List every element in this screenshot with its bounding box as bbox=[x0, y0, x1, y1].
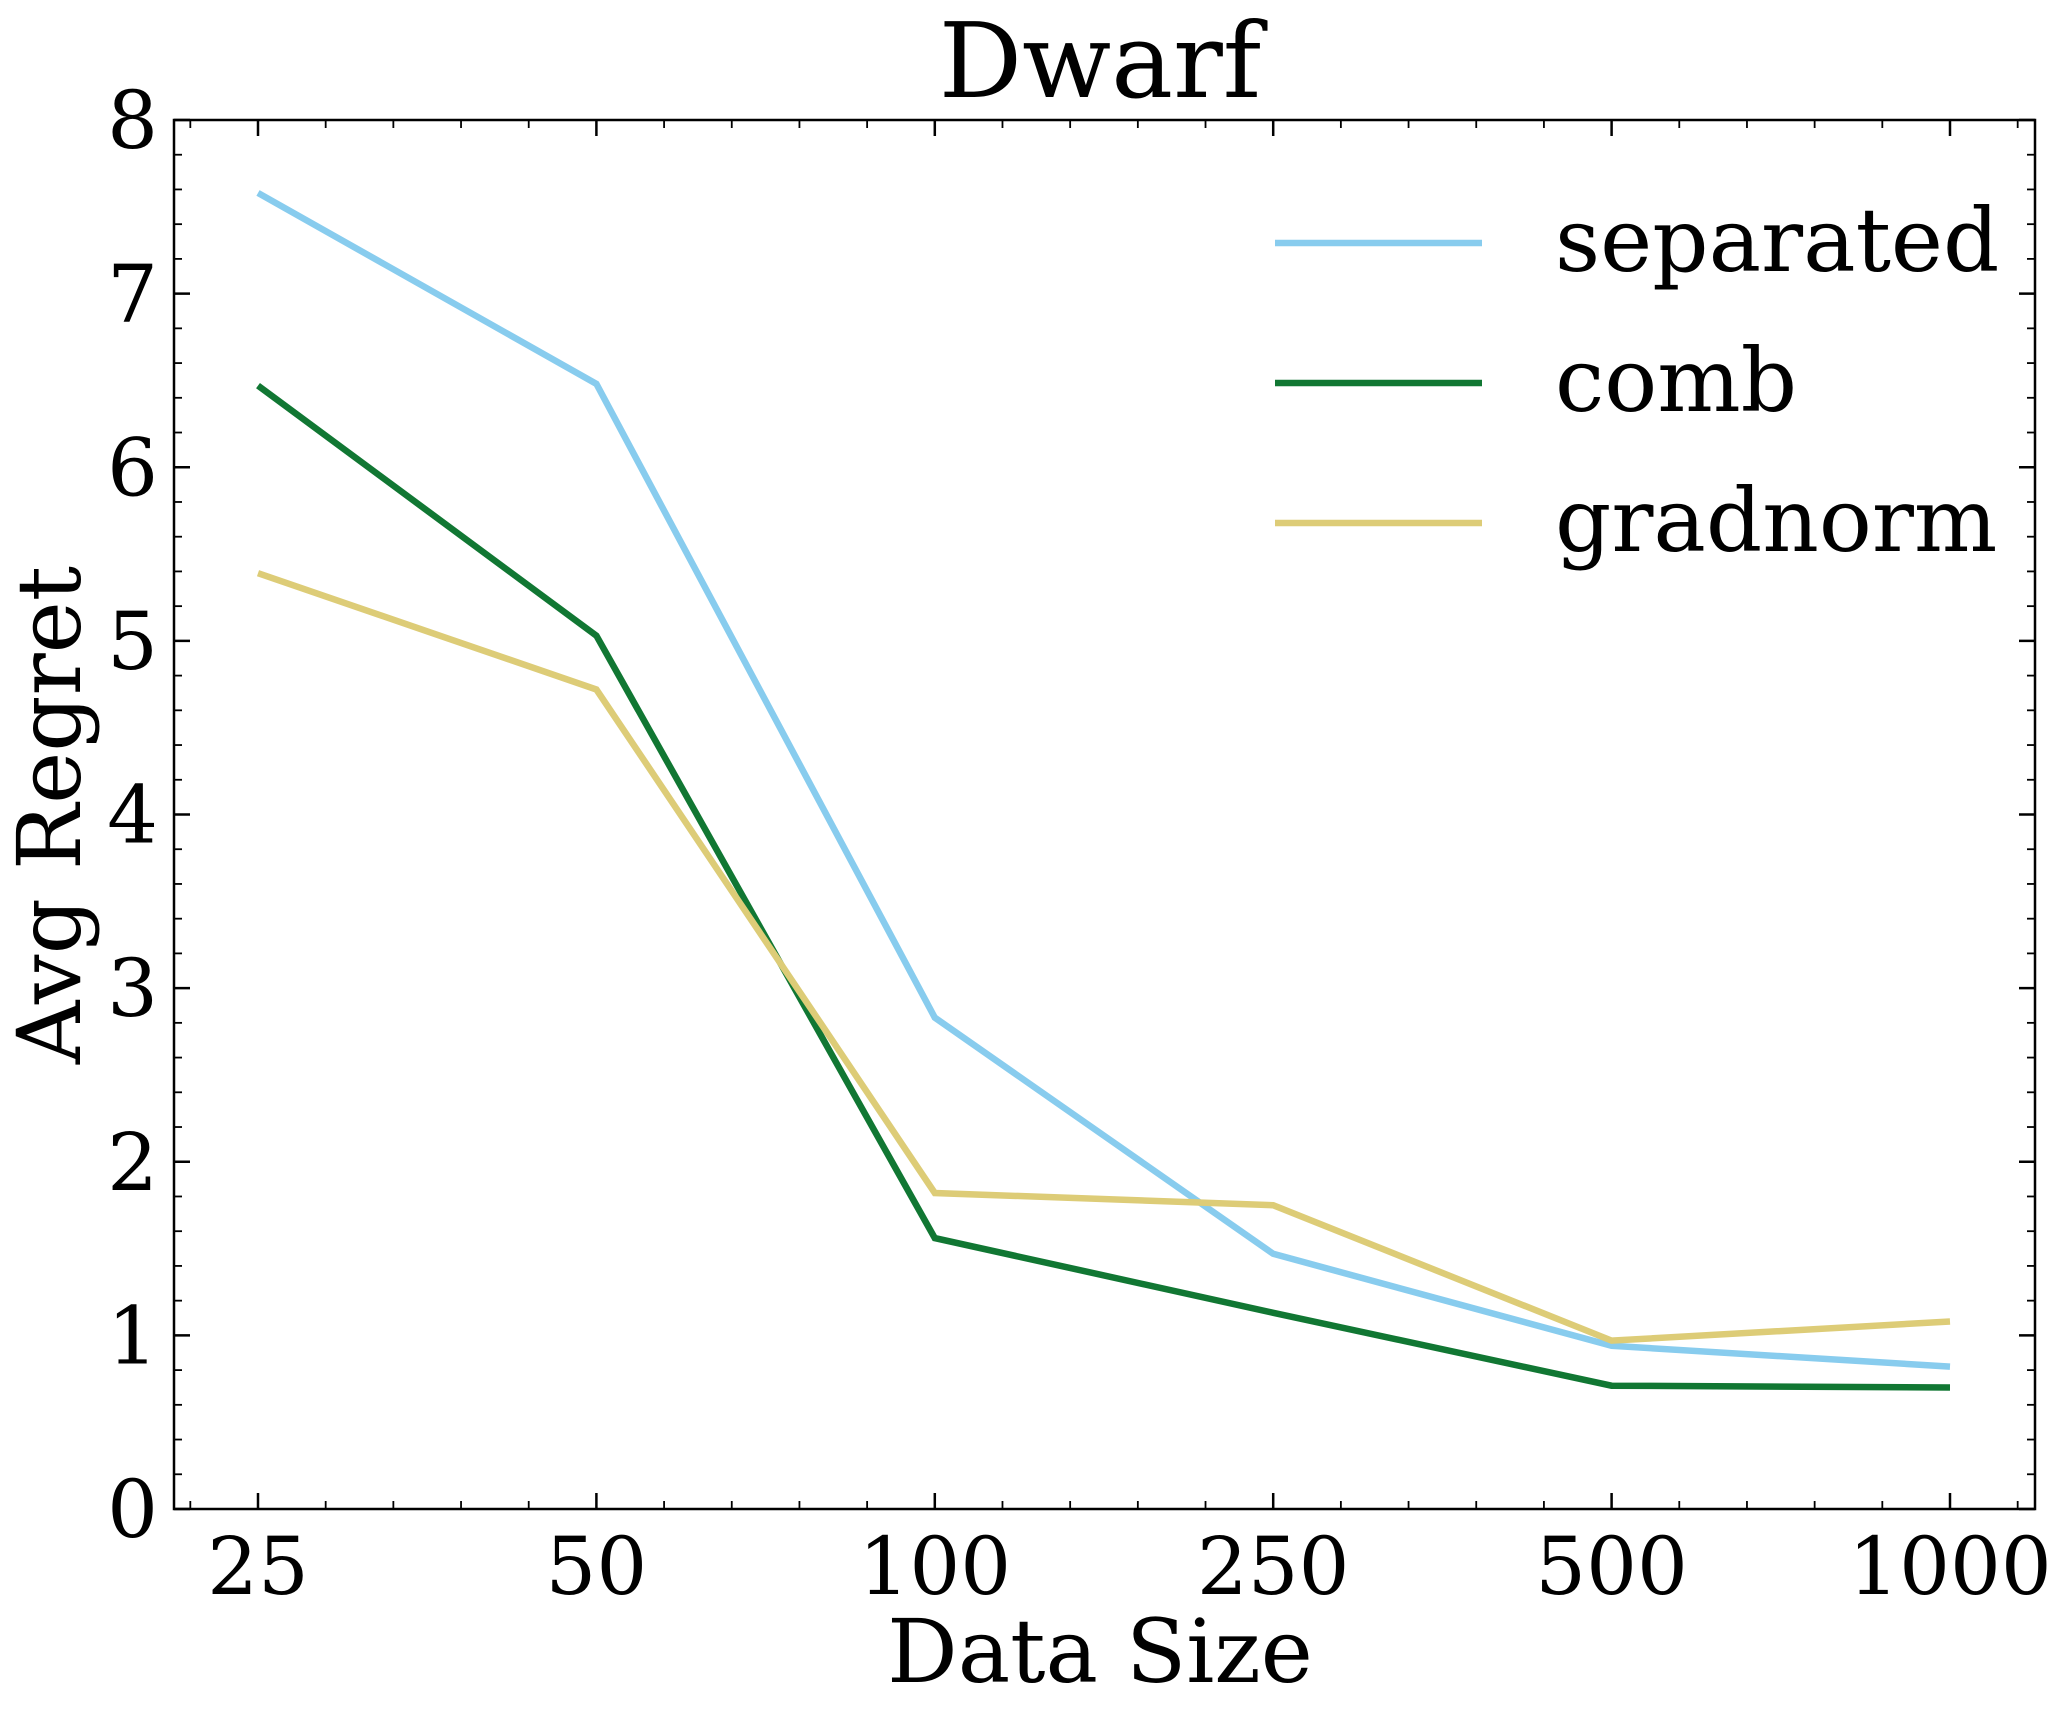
y-tick-label: 2 bbox=[107, 1116, 158, 1209]
chart-title: Dwarf bbox=[939, 0, 1268, 122]
y-tick-label: 4 bbox=[107, 769, 158, 862]
y-tick-label: 8 bbox=[107, 74, 158, 167]
y-axis-label: Avg Regret bbox=[0, 566, 101, 1065]
x-tick-label: 50 bbox=[546, 1520, 648, 1613]
legend: separated comb gradnorm bbox=[1275, 189, 1999, 572]
legend-label-gradnorm: gradnorm bbox=[1555, 469, 1997, 572]
series-line-gradnorm bbox=[256, 570, 1951, 1344]
legend-label-separated: separated bbox=[1555, 189, 1999, 292]
plot-frame bbox=[172, 118, 2037, 1511]
legend-label-comb: comb bbox=[1555, 329, 1797, 432]
x-axis-label: Data Size bbox=[887, 1600, 1313, 1703]
series-line-comb bbox=[256, 382, 1951, 1391]
x-tick-label: 500 bbox=[1535, 1520, 1688, 1613]
y-tick-label: 1 bbox=[107, 1289, 158, 1382]
y-tick-label: 7 bbox=[107, 248, 158, 341]
y-tick-label: 3 bbox=[107, 942, 158, 1035]
series-line-separated bbox=[256, 190, 1951, 1370]
x-tick-label: 25 bbox=[207, 1520, 309, 1613]
y-tick-label: 5 bbox=[107, 595, 158, 688]
x-tick-label: 1000 bbox=[1848, 1520, 2047, 1613]
plot-area: 0 1 2 3 4 5 6 7 8 25 50 100 250 500 1000 bbox=[107, 74, 2047, 1613]
y-tick-label: 0 bbox=[107, 1463, 158, 1556]
y-tick-label: 6 bbox=[107, 421, 158, 514]
x-tick-label: 250 bbox=[1197, 1520, 1350, 1613]
x-tick-label: 100 bbox=[858, 1520, 1011, 1613]
